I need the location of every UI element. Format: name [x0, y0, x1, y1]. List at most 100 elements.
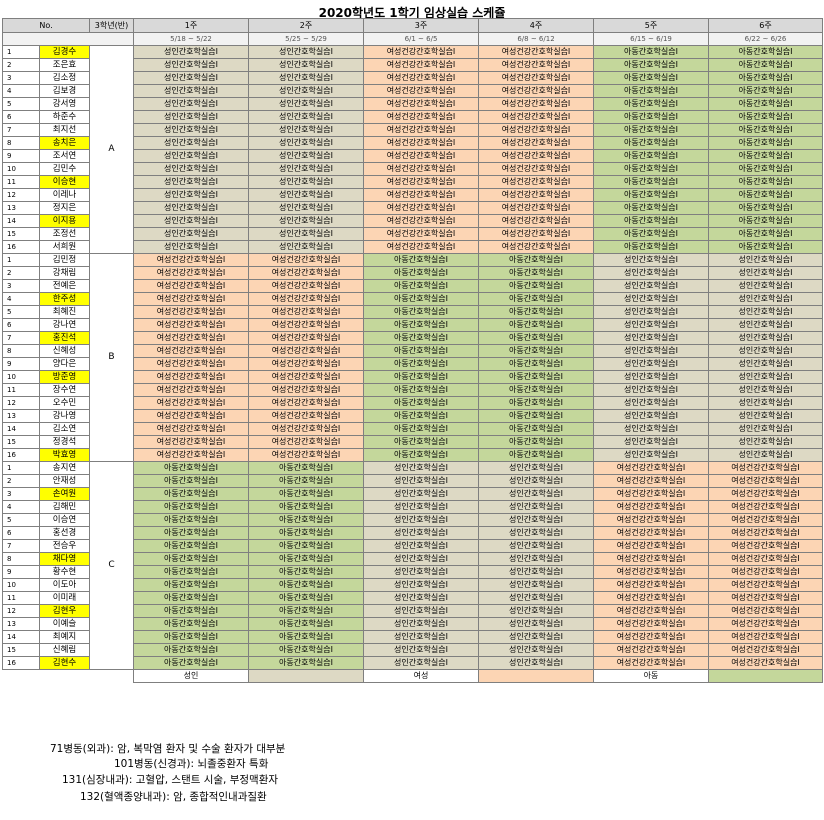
- legend-spacer: [3, 670, 134, 683]
- course-cell: 아동간호학실습Ⅰ: [593, 58, 709, 72]
- student-row: 3 김소정 성인간호학실습Ⅰ 성인간호학실습Ⅰ 여성건강간호학실습Ⅰ 여성건강간호학실습Ⅰ…: [2, 71, 823, 85]
- student-name: 강나영: [39, 409, 90, 423]
- course-cell: 여성건강간호학실습Ⅰ: [363, 58, 479, 72]
- course-cell: 성인간호학실습Ⅰ: [478, 474, 594, 488]
- student-name: 송지연: [39, 461, 90, 475]
- course-cell: 여성건강간호학실습Ⅰ: [248, 292, 364, 306]
- student-row: 7 홍진석 여성건강간호학실습Ⅰ 여성건강간호학실습Ⅰ 아동간호학실습Ⅰ 아동간호학실습Ⅰ…: [2, 331, 823, 345]
- class-label: B: [89, 253, 134, 462]
- course-cell: 여성건강간호학실습Ⅰ: [133, 279, 249, 293]
- student-row: 7 전승우 아동간호학실습Ⅰ 아동간호학실습Ⅰ 성인간호학실습Ⅰ 성인간호학실습Ⅰ 여성건강…: [2, 539, 823, 553]
- student-row: 1 김민정 B 여성건강간호학실습Ⅰ 여성건강간호학실습Ⅰ 아동간호학실습Ⅰ 아동간호학실습…: [2, 253, 823, 462]
- course-cell: 아동간호학실습Ⅰ: [708, 214, 823, 228]
- course-cell: 성인간호학실습Ⅰ: [133, 214, 249, 228]
- header-class: 3학년(반): [89, 18, 134, 33]
- course-cell: 성인간호학실습Ⅰ: [708, 305, 823, 319]
- course-cell: 여성건강간호학실습Ⅰ: [363, 84, 479, 98]
- course-cell: 성인간호학실습Ⅰ: [133, 84, 249, 98]
- course-cell: 성인간호학실습Ⅰ: [248, 58, 364, 72]
- course-cell: 아동간호학실습Ⅰ: [248, 656, 364, 670]
- course-cell: 아동간호학실습Ⅰ: [363, 396, 479, 410]
- course-cell: 여성건강간호학실습Ⅰ: [593, 526, 709, 540]
- student-number: 14: [2, 214, 40, 228]
- student-row: 3 손여원 아동간호학실습Ⅰ 아동간호학실습Ⅰ 성인간호학실습Ⅰ 성인간호학실습Ⅰ 여성건강…: [2, 487, 823, 501]
- course-cell: 성인간호학실습Ⅰ: [593, 331, 709, 345]
- student-number: 15: [2, 435, 40, 449]
- course-cell: 아동간호학실습Ⅰ: [478, 279, 594, 293]
- student-name: 양다은: [39, 357, 90, 371]
- course-cell: 아동간호학실습Ⅰ: [363, 435, 479, 449]
- course-cell: 성인간호학실습Ⅰ: [708, 331, 823, 345]
- course-cell: 아동간호학실습Ⅰ: [593, 149, 709, 163]
- course-cell: 성인간호학실습Ⅰ: [363, 552, 479, 566]
- student-number: 2: [2, 58, 40, 72]
- course-cell: 성인간호학실습Ⅰ: [708, 279, 823, 293]
- course-cell: 여성건강간호학실습Ⅰ: [133, 292, 249, 306]
- student-name: 조정선: [39, 227, 90, 241]
- student-number: 9: [2, 357, 40, 371]
- student-name: 조은효: [39, 58, 90, 72]
- student-name: 김보경: [39, 84, 90, 98]
- student-name: 이도아: [39, 578, 90, 592]
- course-cell: 성인간호학실습Ⅰ: [708, 253, 823, 267]
- course-cell: 아동간호학실습Ⅰ: [133, 500, 249, 514]
- header-row: No. 3학년(반) 1주 2주 3주 4주 5주 6주: [2, 18, 823, 33]
- course-cell: 여성건강간호학실습Ⅰ: [248, 357, 364, 371]
- course-cell: 성인간호학실습Ⅰ: [133, 123, 249, 137]
- course-cell: 아동간호학실습Ⅰ: [478, 331, 594, 345]
- student-name: 황수현: [39, 565, 90, 579]
- course-cell: 성인간호학실습Ⅰ: [478, 461, 594, 475]
- course-cell: 아동간호학실습Ⅰ: [133, 591, 249, 605]
- schedule-table: No. 3학년(반) 1주 2주 3주 4주 5주 6주 5/18 ~ 5/22 5/25 ~ 5…: [2, 18, 823, 683]
- course-cell: 여성건강간호학실습Ⅰ: [248, 318, 364, 332]
- course-cell: 여성건강간호학실습Ⅰ: [478, 110, 594, 124]
- student-name: 신혜성: [39, 344, 90, 358]
- course-cell: 여성건강간호학실습Ⅰ: [248, 409, 364, 423]
- course-cell: 성인간호학실습Ⅰ: [708, 435, 823, 449]
- course-cell: 여성건강간호학실습Ⅰ: [593, 539, 709, 553]
- student-row: 14 이지용 성인간호학실습Ⅰ 성인간호학실습Ⅰ 여성건강간호학실습Ⅰ 여성건강간호학실습…: [2, 214, 823, 228]
- course-cell: 성인간호학실습Ⅰ: [133, 162, 249, 176]
- course-cell: 여성건강간호학실습Ⅰ: [363, 71, 479, 85]
- course-cell: 성인간호학실습Ⅰ: [593, 370, 709, 384]
- student-number: 6: [2, 110, 40, 124]
- course-cell: 아동간호학실습Ⅰ: [593, 188, 709, 202]
- course-cell: 아동간호학실습Ⅰ: [248, 552, 364, 566]
- student-name: 신혜림: [39, 643, 90, 657]
- course-cell: 아동간호학실습Ⅰ: [478, 292, 594, 306]
- student-number: 4: [2, 84, 40, 98]
- student-row: 10 방준영 여성건강간호학실습Ⅰ 여성건강간호학실습Ⅰ 아동간호학실습Ⅰ 아동간호학실습…: [2, 370, 823, 384]
- course-cell: 성인간호학실습Ⅰ: [363, 578, 479, 592]
- course-cell: 성인간호학실습Ⅰ: [478, 578, 594, 592]
- course-cell: 여성건강간호학실습Ⅰ: [593, 656, 709, 670]
- course-cell: 여성건강간호학실습Ⅰ: [248, 253, 364, 267]
- course-cell: 성인간호학실습Ⅰ: [708, 422, 823, 436]
- course-cell: 여성건강간호학실습Ⅰ: [593, 604, 709, 618]
- course-cell: 아동간호학실습Ⅰ: [133, 552, 249, 566]
- course-cell: 여성건강간호학실습Ⅰ: [478, 58, 594, 72]
- course-cell: 성인간호학실습Ⅰ: [363, 604, 479, 618]
- student-row: 12 김현우 아동간호학실습Ⅰ 아동간호학실습Ⅰ 성인간호학실습Ⅰ 성인간호학실습Ⅰ 여성건…: [2, 604, 823, 618]
- student-number: 1: [2, 461, 40, 475]
- course-cell: 성인간호학실습Ⅰ: [133, 240, 249, 254]
- course-cell: 성인간호학실습Ⅰ: [133, 71, 249, 85]
- student-number: 6: [2, 318, 40, 332]
- course-cell: 성인간호학실습Ⅰ: [478, 656, 594, 670]
- student-row: 5 이승연 아동간호학실습Ⅰ 아동간호학실습Ⅰ 성인간호학실습Ⅰ 성인간호학실습Ⅰ 여성건강…: [2, 513, 823, 527]
- student-name: 최지선: [39, 123, 90, 137]
- student-number: 15: [2, 643, 40, 657]
- student-number: 11: [2, 591, 40, 605]
- course-cell: 성인간호학실습Ⅰ: [478, 591, 594, 605]
- course-cell: 여성건강간호학실습Ⅰ: [593, 552, 709, 566]
- student-name: 전예은: [39, 279, 90, 293]
- course-cell: 아동간호학실습Ⅰ: [248, 474, 364, 488]
- student-name: 김민수: [39, 162, 90, 176]
- course-cell: 여성건강간호학실습Ⅰ: [248, 396, 364, 410]
- course-cell: 여성건강간호학실습Ⅰ: [133, 396, 249, 410]
- student-row: 9 황수현 아동간호학실습Ⅰ 아동간호학실습Ⅰ 성인간호학실습Ⅰ 성인간호학실습Ⅰ 여성건강…: [2, 565, 823, 579]
- student-name: 정경석: [39, 435, 90, 449]
- student-row: 13 이예슬 아동간호학실습Ⅰ 아동간호학실습Ⅰ 성인간호학실습Ⅰ 성인간호학실습Ⅰ 여성건…: [2, 617, 823, 631]
- course-cell: 여성건강간호학실습Ⅰ: [363, 136, 479, 150]
- course-cell: 성인간호학실습Ⅰ: [248, 162, 364, 176]
- student-row: 16 김현수 아동간호학실습Ⅰ 아동간호학실습Ⅰ 성인간호학실습Ⅰ 성인간호학실습Ⅰ 여성건…: [2, 656, 823, 670]
